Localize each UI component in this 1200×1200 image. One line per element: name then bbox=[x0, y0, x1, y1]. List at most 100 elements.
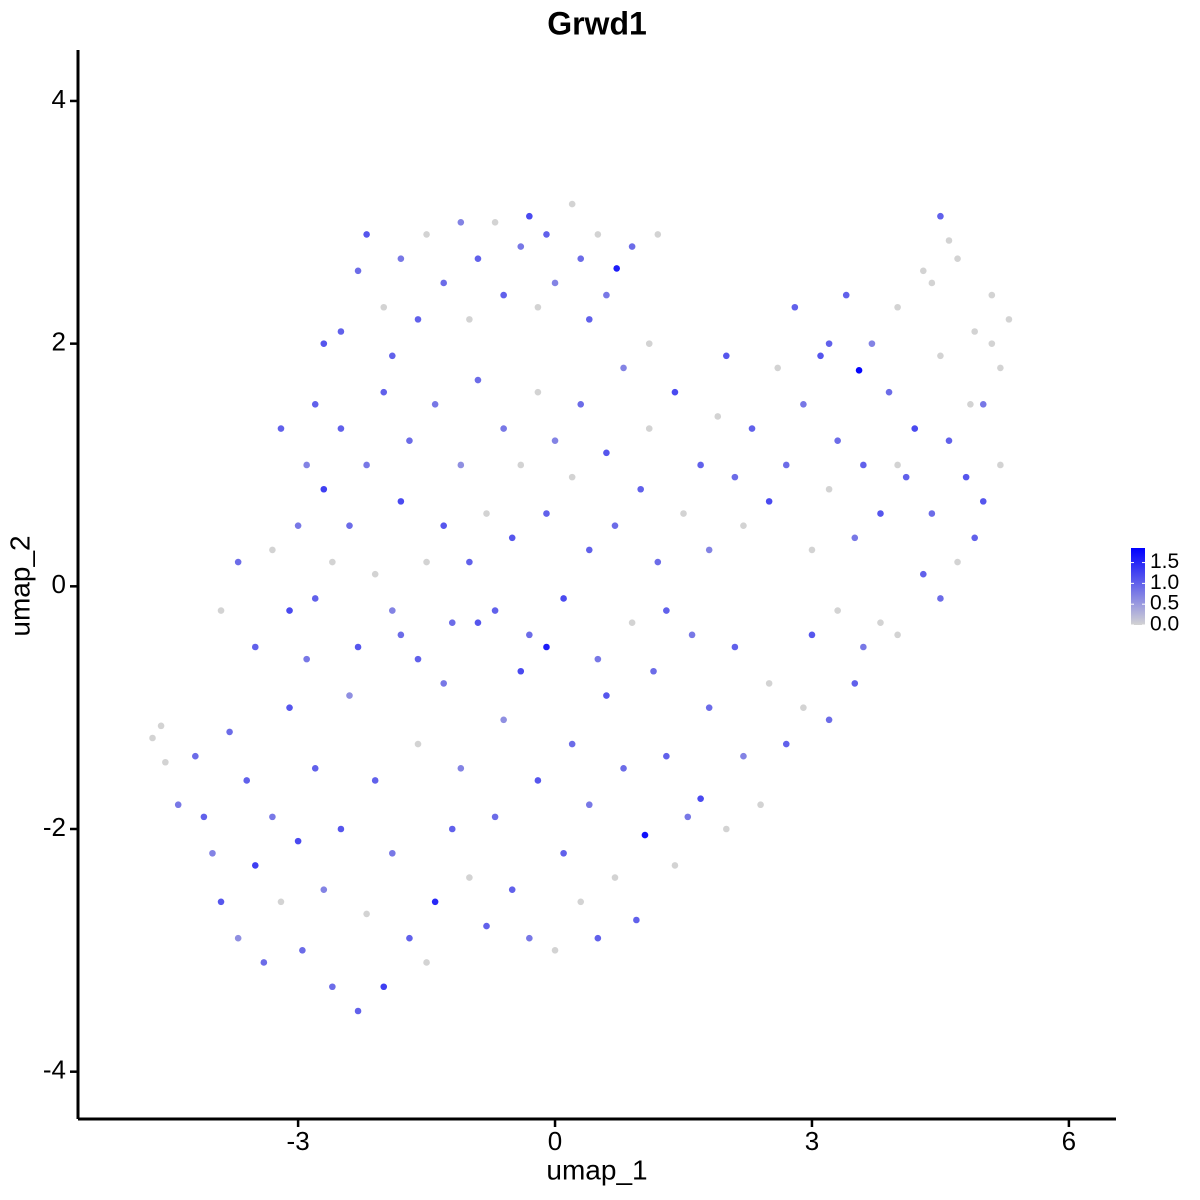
point bbox=[551, 437, 559, 445]
point bbox=[688, 631, 696, 639]
point bbox=[594, 655, 602, 663]
y-axis-label: umap_2 bbox=[4, 535, 35, 636]
point bbox=[286, 704, 293, 711]
point bbox=[920, 570, 927, 578]
point bbox=[611, 874, 619, 881]
point bbox=[491, 219, 499, 226]
point bbox=[431, 898, 439, 906]
point bbox=[603, 449, 610, 457]
point bbox=[517, 461, 525, 469]
point bbox=[162, 758, 169, 766]
point bbox=[448, 619, 456, 627]
point bbox=[757, 801, 764, 809]
point bbox=[613, 265, 620, 272]
point bbox=[568, 200, 576, 208]
point bbox=[414, 740, 422, 748]
point bbox=[671, 388, 679, 396]
point bbox=[543, 510, 550, 517]
point bbox=[834, 437, 841, 445]
point bbox=[817, 352, 824, 360]
point bbox=[723, 352, 730, 360]
point bbox=[877, 510, 884, 517]
point bbox=[680, 510, 687, 517]
point bbox=[508, 886, 516, 893]
point bbox=[748, 425, 756, 432]
point bbox=[406, 437, 413, 445]
point bbox=[294, 837, 302, 845]
point bbox=[474, 255, 482, 263]
point bbox=[945, 237, 953, 244]
point bbox=[740, 522, 747, 529]
point bbox=[723, 825, 730, 833]
point bbox=[243, 777, 251, 784]
point bbox=[346, 692, 353, 699]
point bbox=[825, 485, 833, 493]
point bbox=[500, 716, 507, 724]
point bbox=[860, 643, 867, 651]
point bbox=[851, 534, 859, 542]
point bbox=[389, 352, 396, 360]
point bbox=[620, 765, 627, 772]
point bbox=[200, 813, 208, 821]
point bbox=[654, 558, 662, 566]
point bbox=[414, 316, 422, 323]
y-tick-label: -4 bbox=[43, 1055, 66, 1085]
point bbox=[371, 777, 379, 784]
point bbox=[251, 643, 259, 651]
point bbox=[825, 716, 833, 724]
point bbox=[209, 849, 216, 857]
point bbox=[577, 401, 585, 408]
point bbox=[877, 619, 884, 627]
point bbox=[491, 813, 499, 821]
point bbox=[329, 983, 336, 991]
point bbox=[705, 704, 713, 711]
point bbox=[568, 740, 576, 748]
point bbox=[354, 267, 362, 275]
point bbox=[954, 255, 961, 263]
point bbox=[937, 595, 944, 602]
x-tick-label: 6 bbox=[1062, 1126, 1076, 1156]
point bbox=[585, 316, 593, 323]
point bbox=[380, 388, 388, 396]
point bbox=[791, 303, 799, 311]
point bbox=[1005, 316, 1013, 323]
point bbox=[988, 340, 996, 347]
point bbox=[800, 401, 807, 408]
point bbox=[311, 595, 319, 602]
point bbox=[860, 461, 867, 469]
point bbox=[371, 570, 379, 578]
point bbox=[894, 303, 901, 311]
point bbox=[697, 795, 704, 802]
point bbox=[423, 959, 430, 966]
colorbar-tick-label: 1.5 bbox=[1150, 550, 1179, 573]
point bbox=[945, 437, 953, 445]
point bbox=[650, 667, 657, 675]
point bbox=[765, 498, 773, 505]
point bbox=[577, 255, 585, 263]
point bbox=[174, 801, 182, 809]
x-axis-label: umap_1 bbox=[546, 1154, 647, 1185]
point bbox=[800, 704, 807, 711]
point bbox=[663, 752, 670, 760]
point bbox=[937, 212, 944, 220]
point bbox=[560, 595, 567, 602]
point bbox=[457, 765, 465, 772]
point bbox=[329, 558, 336, 566]
point bbox=[423, 231, 430, 238]
point bbox=[466, 874, 473, 881]
point bbox=[286, 607, 293, 614]
point bbox=[517, 243, 525, 250]
point bbox=[311, 765, 319, 772]
point bbox=[782, 461, 790, 469]
colorbar-tick-label: 1.0 bbox=[1150, 571, 1179, 594]
point bbox=[346, 522, 353, 529]
point bbox=[277, 425, 285, 432]
point bbox=[303, 461, 310, 469]
point bbox=[637, 485, 644, 493]
point bbox=[808, 546, 816, 554]
point bbox=[543, 643, 550, 651]
point bbox=[868, 340, 876, 347]
point bbox=[440, 680, 447, 687]
point bbox=[389, 849, 396, 857]
point bbox=[633, 916, 640, 924]
